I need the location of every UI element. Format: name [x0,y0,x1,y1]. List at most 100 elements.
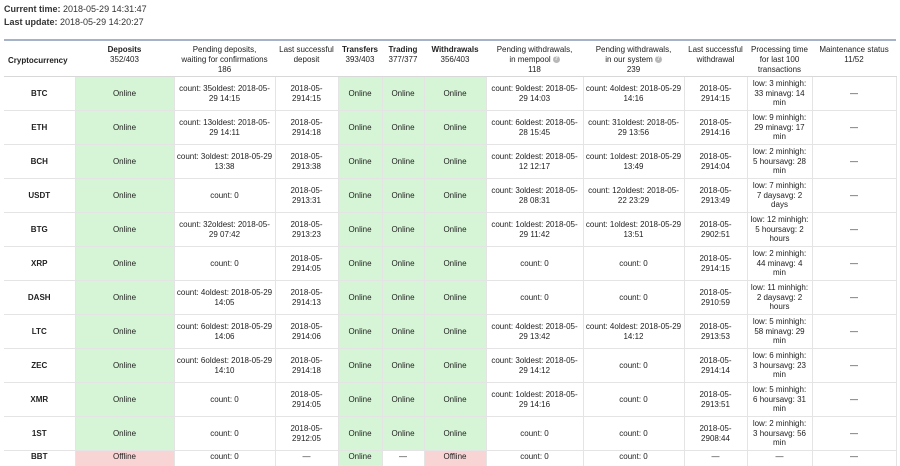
cell-line: 08:44 [710,434,730,443]
col-maintenance-count: 11/52 [814,55,894,65]
crypto-name[interactable]: XRP [4,247,75,281]
last-withdrawal-cell: — [684,451,747,466]
processing-time-cell: low: 5 minhigh: 6 hoursavg: 31 min [747,383,812,417]
processing-time-cell: low: 7 minhigh: 7 daysavg: 2 days [747,179,812,213]
cell-line: count: 4 [491,322,519,331]
crypto-name[interactable]: USDT [4,179,75,213]
trading-status: Online [382,417,424,451]
cell-line: 13:53 [710,332,730,341]
crypto-name[interactable]: BTC [4,77,75,111]
processing-time-cell: low: 2 minhigh: 5 hoursavg: 28 min [747,145,812,179]
cell-line: oldest: 2018-05-28 08:31 [519,186,578,205]
last-deposit-cell: 2018-05-2914:15 [275,77,338,111]
maintenance-status: — [812,145,896,179]
deposits-status: Online [75,77,174,111]
cell-line: 02:51 [710,230,730,239]
crypto-name[interactable]: LTC [4,315,75,349]
col-maintenance-title: Maintenance status [814,45,894,55]
cell-line: oldest: 2018-05-29 14:16 [614,84,681,103]
col-transfers: Transfers 393/403 [338,40,382,77]
trading-status: Online [382,247,424,281]
col-withdrawals-count: 356/403 [426,55,484,65]
withdrawals-status: Online [424,179,486,213]
col-maintenance: Maintenance status 11/52 [812,40,896,77]
last-deposit-cell: 2018-05-2913:23 [275,213,338,247]
last-withdrawal-cell: 2018-05-2913:53 [684,315,747,349]
deposits-status: Online [75,179,174,213]
cell-line: count: 0 [619,259,647,268]
trading-status: Online [382,145,424,179]
cell-line: count: 6 [177,356,205,365]
col-trading: Trading 377/377 [382,40,424,77]
last-withdrawal-cell: 2018-05-2913:51 [684,383,747,417]
cell-line: count: 1 [491,390,519,399]
deposits-status: Online [75,247,174,281]
pending-system-cell: count: 31oldest: 2018-05-29 13:56 [583,111,684,145]
pending-mempool-cell: count: 3oldest: 2018-05-29 14:12 [486,349,583,383]
crypto-name[interactable]: BCH [4,145,75,179]
cell-line: oldest: 2018-05-29 14:16 [519,390,578,409]
processing-time-cell: low: 11 minhigh: 2 daysavg: 2 hours [747,281,812,315]
crypto-name[interactable]: BTG [4,213,75,247]
crypto-name[interactable]: 1ST [4,417,75,451]
last-deposit-cell: 2018-05-2914:05 [275,247,338,281]
cell-line: oldest: 2018-05-29 13:38 [205,152,272,171]
processing-time-cell: low: 5 minhigh: 58 minavg: 29 min [747,315,812,349]
crypto-name[interactable]: XMR [4,383,75,417]
crypto-name[interactable]: DASH [4,281,75,315]
col-pending-deposits-count: 186 [176,65,273,75]
cell-line: oldest: 2018-05-29 13:56 [618,118,679,137]
last-update-value: 2018-05-29 14:20:27 [60,17,144,27]
crypto-name[interactable]: BBT [4,451,75,466]
withdrawals-status: Online [424,383,486,417]
cell-line: count: 1 [491,220,519,229]
col-pending-deposits: Pending deposits, waiting for confirmati… [174,40,275,77]
col-transfers-title: Transfers [340,45,380,55]
transfers-status: Online [338,417,382,451]
cell-line: count: 13 [179,118,212,127]
pending-system-cell: count: 0 [583,349,684,383]
pending-deposits-cell: count: 6oldest: 2018-05-29 14:10 [174,349,275,383]
last-deposit-cell: 2018-05-2914:18 [275,111,338,145]
last-withdrawal-cell: 2018-05-2913:49 [684,179,747,213]
col-pending-deposits-line2: waiting for confirmations [176,55,273,65]
pending-system-cell: count: 12oldest: 2018-05-22 23:29 [583,179,684,213]
cell-line: low: 5 min [753,385,789,394]
cell-line: 13:31 [301,196,321,205]
col-trading-count: 377/377 [384,55,422,65]
transfers-status: Online [338,315,382,349]
crypto-name[interactable]: ZEC [4,349,75,383]
last-deposit-cell: 2018-05-2914:06 [275,315,338,349]
cell-line: count: 4 [586,84,614,93]
cell-line: 14:14 [710,366,730,375]
transfers-status: Online [338,213,382,247]
pending-system-cell: count: 1oldest: 2018-05-29 13:49 [583,145,684,179]
cell-line: count: 6 [491,118,519,127]
cell-line: count: 0 [520,293,548,302]
cell-line: low: 9 min [753,113,789,122]
cell-line: 14:15 [710,94,730,103]
cell-line: count: 3 [491,356,519,365]
processing-time-cell: low: 6 minhigh: 3 hoursavg: 23 min [747,349,812,383]
cell-line: low: 7 min [753,181,789,190]
cell-line: count: 1 [586,152,614,161]
pending-system-cell: count: 0 [583,281,684,315]
pending-mempool-cell: count: 3oldest: 2018-05-28 08:31 [486,179,583,213]
deposits-status: Online [75,281,174,315]
pending-system-cell: count: 0 [583,383,684,417]
cell-line: count: 4 [586,322,614,331]
transfers-status: Online [338,349,382,383]
crypto-name[interactable]: ETH [4,111,75,145]
cell-line: oldest: 2018-05-29 11:42 [519,220,577,239]
cell-line: 14:05 [301,400,321,409]
col-deposits-count: 352/403 [77,55,172,65]
pending-deposits-cell: count: 32oldest: 2018-05-29 07:42 [174,213,275,247]
cell-line: avg: 17 min [773,123,805,142]
pending-mempool-cell: count: 4oldest: 2018-05-29 13:42 [486,315,583,349]
processing-time-cell: low: 9 minhigh: 29 minavg: 17 min [747,111,812,145]
help-icon[interactable]: ? [655,56,662,63]
cell-line: count: 2 [491,152,519,161]
help-icon[interactable]: ? [553,56,560,63]
cell-line: count: 9 [491,84,519,93]
cell-line: 10:59 [710,298,730,307]
